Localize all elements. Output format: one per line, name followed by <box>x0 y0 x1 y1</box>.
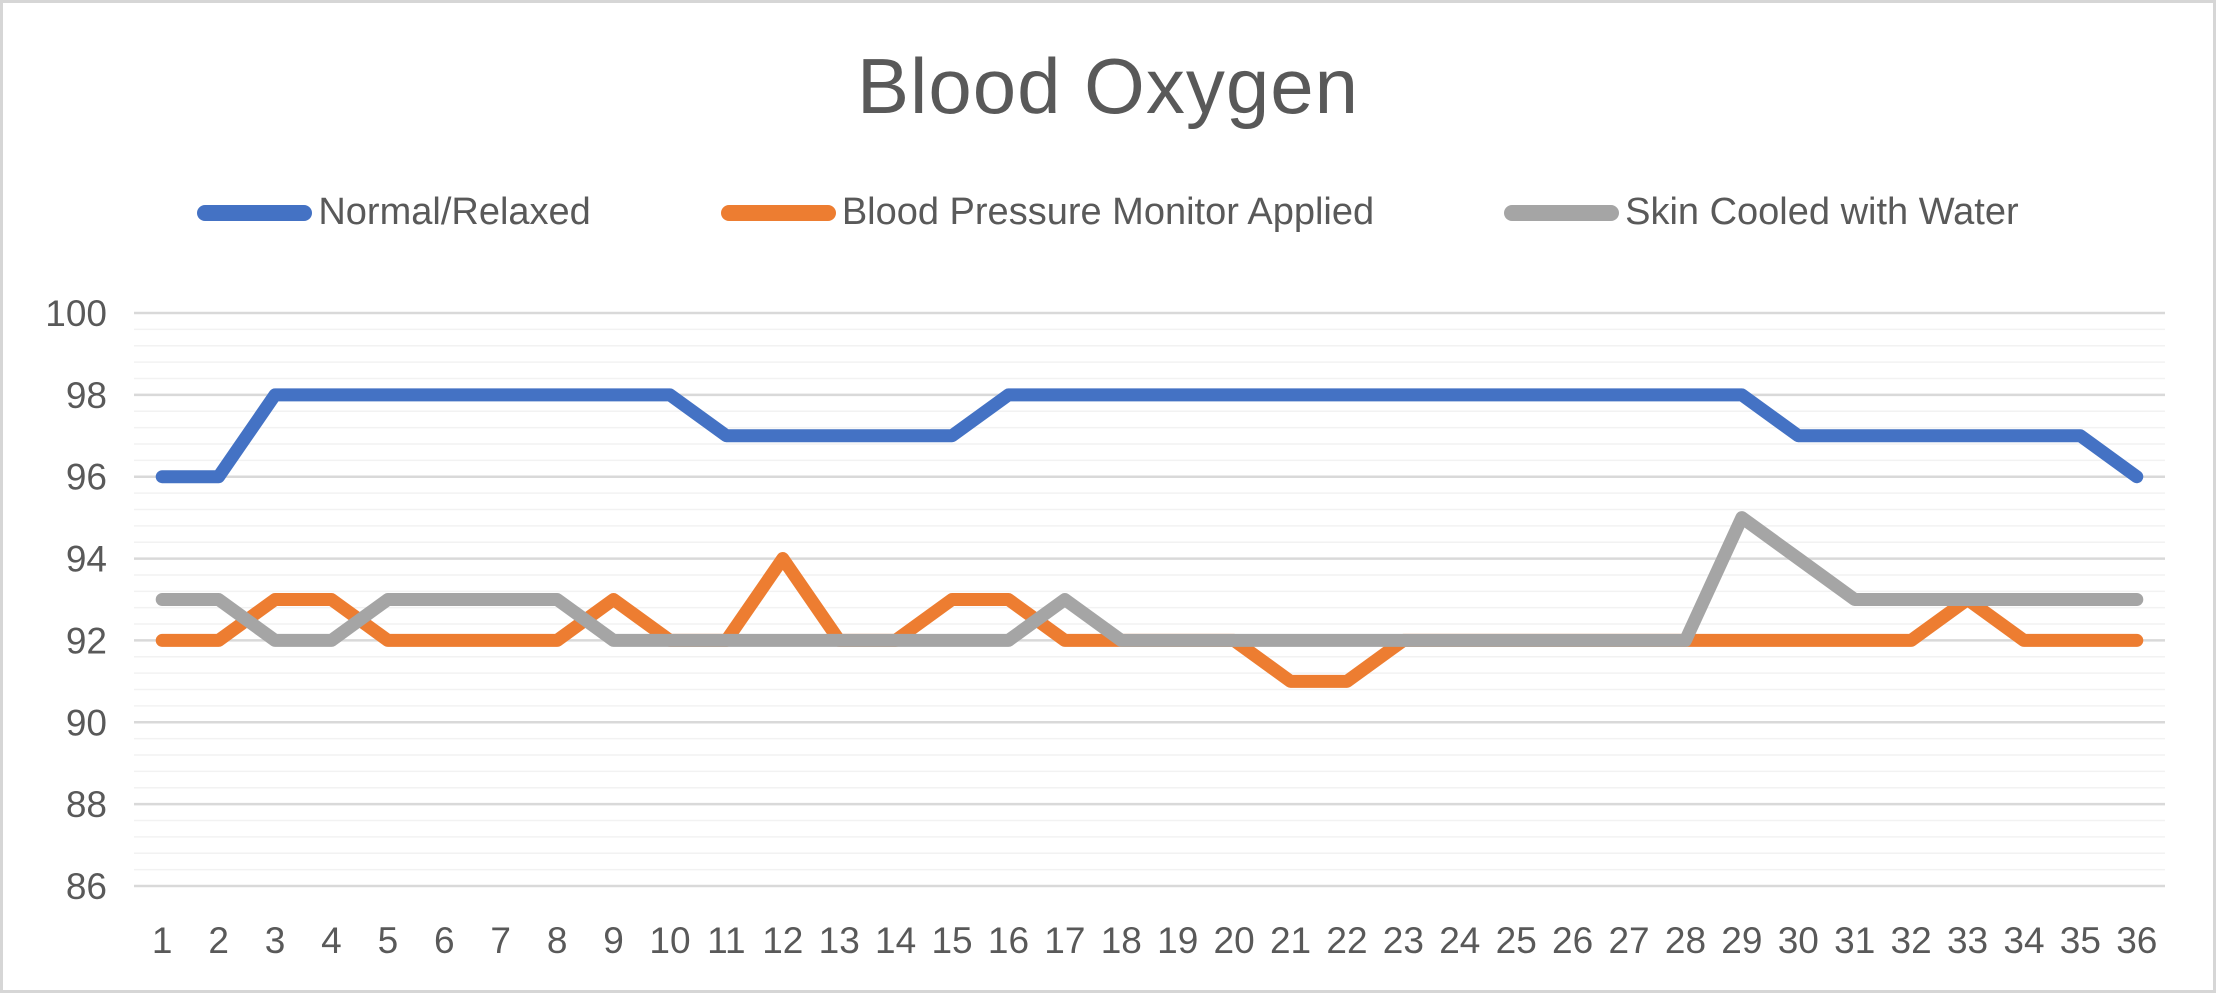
x-axis-tick-label: 27 <box>1608 920 1649 961</box>
y-axis-tick-label: 90 <box>66 702 107 743</box>
x-axis-tick-label: 35 <box>2060 920 2101 961</box>
legend-swatch-bp-monitor <box>720 204 836 221</box>
x-axis-tick-label: 8 <box>547 920 568 961</box>
x-axis-tick-label: 3 <box>265 920 286 961</box>
x-axis-tick-label: 7 <box>490 920 511 961</box>
y-axis-tick-label: 96 <box>66 457 107 498</box>
x-axis-tick-label: 13 <box>819 920 860 961</box>
x-axis-tick-label: 16 <box>988 920 1029 961</box>
legend-item-bp-monitor: Blood Pressure Monitor Applied <box>720 191 1375 234</box>
x-axis-tick-label: 6 <box>434 920 455 961</box>
x-axis-tick-label: 23 <box>1383 920 1424 961</box>
x-axis-tick-label: 5 <box>378 920 399 961</box>
x-axis-tick-label: 12 <box>762 920 803 961</box>
legend: Normal/Relaxed Blood Pressure Monitor Ap… <box>3 191 2213 234</box>
x-axis-tick-label: 1 <box>152 920 173 961</box>
x-axis-tick-label: 10 <box>649 920 690 961</box>
x-axis-tick-label: 4 <box>321 920 342 961</box>
x-axis-tick-label: 24 <box>1439 920 1480 961</box>
series-line-1 <box>155 552 2144 688</box>
x-axis-tick-label: 29 <box>1721 920 1762 961</box>
legend-label-normal-relaxed: Normal/Relaxed <box>318 191 591 233</box>
x-axis-tick-label: 25 <box>1496 920 1537 961</box>
series-line-0 <box>155 388 2144 484</box>
x-axis-tick-label: 22 <box>1326 920 1367 961</box>
x-axis-tick-label: 18 <box>1101 920 1142 961</box>
x-axis-tick-label: 21 <box>1270 920 1311 961</box>
y-axis-tick-label: 92 <box>66 620 107 661</box>
series-line-2 <box>155 511 2144 647</box>
x-axis-tick-label: 30 <box>1778 920 1819 961</box>
y-axis-tick-label: 98 <box>66 375 107 416</box>
legend-swatch-skin-cooled <box>1504 204 1620 221</box>
x-axis-tick-label: 36 <box>2116 920 2157 961</box>
x-axis-tick-label: 34 <box>2003 920 2044 961</box>
x-axis-tick-label: 9 <box>603 920 624 961</box>
x-axis-tick-label: 2 <box>208 920 229 961</box>
x-axis-tick-label: 33 <box>1947 920 1988 961</box>
legend-swatch-normal-relaxed <box>197 204 313 221</box>
x-axis-tick-label: 19 <box>1157 920 1198 961</box>
x-axis-tick-label: 20 <box>1214 920 1255 961</box>
x-axis-tick-label: 15 <box>931 920 972 961</box>
legend-item-skin-cooled: Skin Cooled with Water <box>1504 191 2019 234</box>
y-axis-tick-label: 86 <box>66 866 107 907</box>
chart-title: Blood Oxygen <box>857 42 1359 130</box>
x-axis-tick-label: 31 <box>1834 920 1875 961</box>
x-axis-tick-label: 28 <box>1665 920 1706 961</box>
y-axis-tick-label: 88 <box>66 784 107 825</box>
x-axis-tick-label: 26 <box>1552 920 1593 961</box>
x-axis-tick-label: 14 <box>875 920 916 961</box>
y-axis-tick-label: 94 <box>66 539 107 580</box>
legend-label-skin-cooled: Skin Cooled with Water <box>1625 191 2019 233</box>
x-axis-tick-label: 17 <box>1044 920 1085 961</box>
x-axis-tick-label: 32 <box>1891 920 1932 961</box>
y-axis-tick-label: 100 <box>45 293 107 334</box>
legend-item-normal-relaxed: Normal/Relaxed <box>197 191 591 234</box>
legend-label-bp-monitor: Blood Pressure Monitor Applied <box>841 191 1375 233</box>
x-axis-tick-label: 11 <box>707 920 745 961</box>
